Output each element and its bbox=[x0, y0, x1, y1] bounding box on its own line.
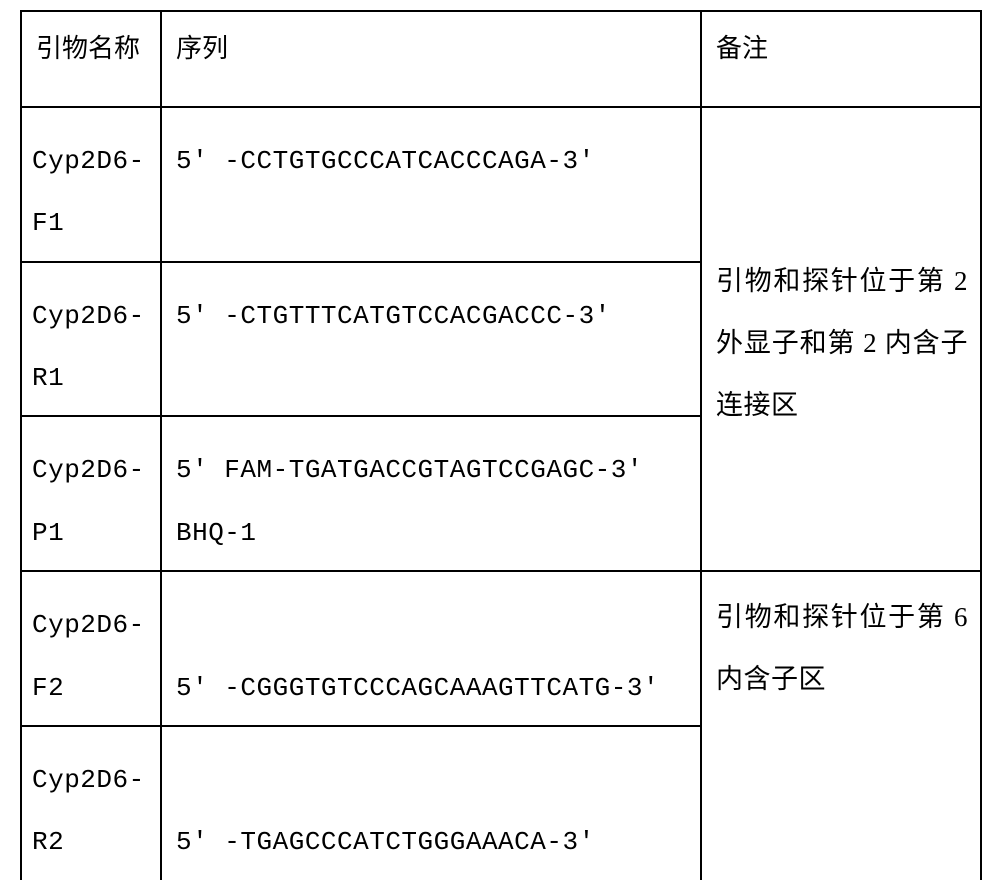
primer-name: Cyp2D6-F1 bbox=[21, 107, 161, 262]
col-header-name: 引物名称 bbox=[21, 11, 161, 107]
table-row: Cyp2D6-F1 5' -CCTGTGCCCATCACCCAGA-3' 引物和… bbox=[21, 107, 981, 262]
primer-table: 引物名称 序列 备注 Cyp2D6-F1 5' -CCTGTGCCCATCACC… bbox=[20, 10, 982, 880]
table-row: Cyp2D6-F2 5' -CGGGTGTCCCAGCAAAGTTCATG-3'… bbox=[21, 571, 981, 726]
primer-name: Cyp2D6-R2 bbox=[21, 726, 161, 880]
primer-name: Cyp2D6-R1 bbox=[21, 262, 161, 417]
primer-name: Cyp2D6-P1 bbox=[21, 416, 161, 571]
col-header-sequence: 序列 bbox=[161, 11, 701, 107]
primer-sequence: 5' FAM-TGATGACCGTAGTCCGAGC-3' BHQ-1 bbox=[161, 416, 701, 571]
primer-sequence: 5' -TGAGCCCATCTGGGAAACA-3' bbox=[161, 726, 701, 880]
primer-note: 引物和探针位于第 2 外显子和第 2 内含子连接区 bbox=[701, 107, 981, 571]
primer-sequence: 5' -CTGTTTCATGTCCACGACCC-3' bbox=[161, 262, 701, 417]
primer-sequence: 5' -CGGGTGTCCCAGCAAAGTTCATG-3' bbox=[161, 571, 701, 726]
primer-note: 引物和探针位于第 6 内含子区 bbox=[701, 571, 981, 880]
primer-sequence: 5' -CCTGTGCCCATCACCCAGA-3' bbox=[161, 107, 701, 262]
sequence-text: 5' -TGAGCCCATCTGGGAAACA-3' bbox=[176, 827, 595, 857]
primer-name: Cyp2D6-F2 bbox=[21, 571, 161, 726]
col-header-note: 备注 bbox=[701, 11, 981, 107]
sequence-text: 5' -CGGGTGTCCCAGCAAAGTTCATG-3' bbox=[176, 673, 659, 703]
table-header-row: 引物名称 序列 备注 bbox=[21, 11, 981, 107]
